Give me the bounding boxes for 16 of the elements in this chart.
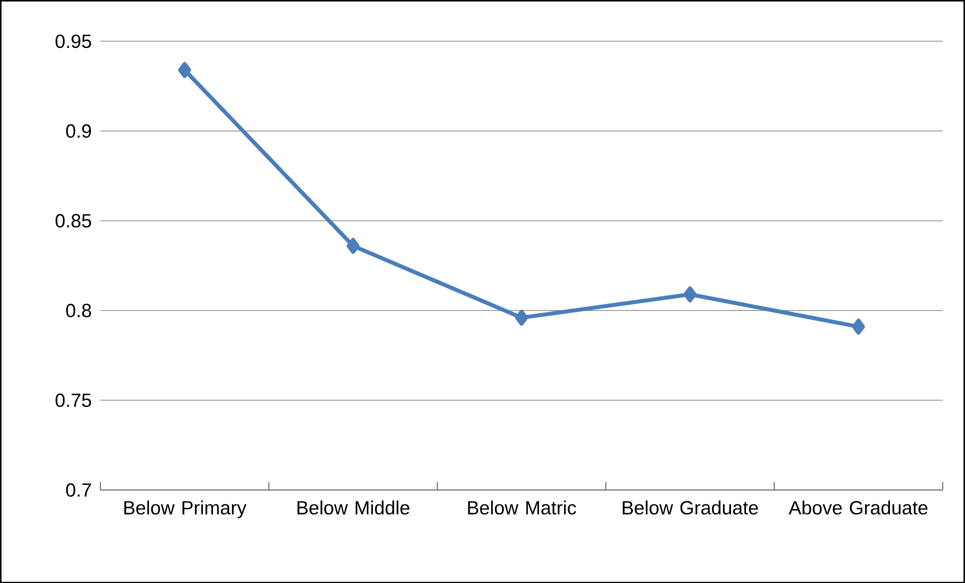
- point: [346, 238, 360, 254]
- y-tick-label: 0.7: [66, 483, 91, 497]
- point: [852, 318, 865, 334]
- y-tick-label: 0.9: [66, 124, 91, 138]
- y-tick-label: 0.85: [56, 214, 92, 228]
- x-tick-label: Above Graduate: [788, 500, 928, 514]
- y-tick-label: 0.75: [56, 393, 92, 407]
- x-tick-label: Below Middle: [298, 500, 410, 514]
- point: [178, 62, 192, 78]
- x-tick-label: Below Graduate: [622, 500, 758, 514]
- point: [684, 286, 697, 302]
- y-tick-label: 0.95: [56, 34, 92, 48]
- x-tick-label: Below Primary: [124, 500, 246, 518]
- x-tick-label: Below Matric: [468, 500, 576, 514]
- point: [515, 309, 528, 326]
- y-tick-label: 0.8: [66, 304, 92, 318]
